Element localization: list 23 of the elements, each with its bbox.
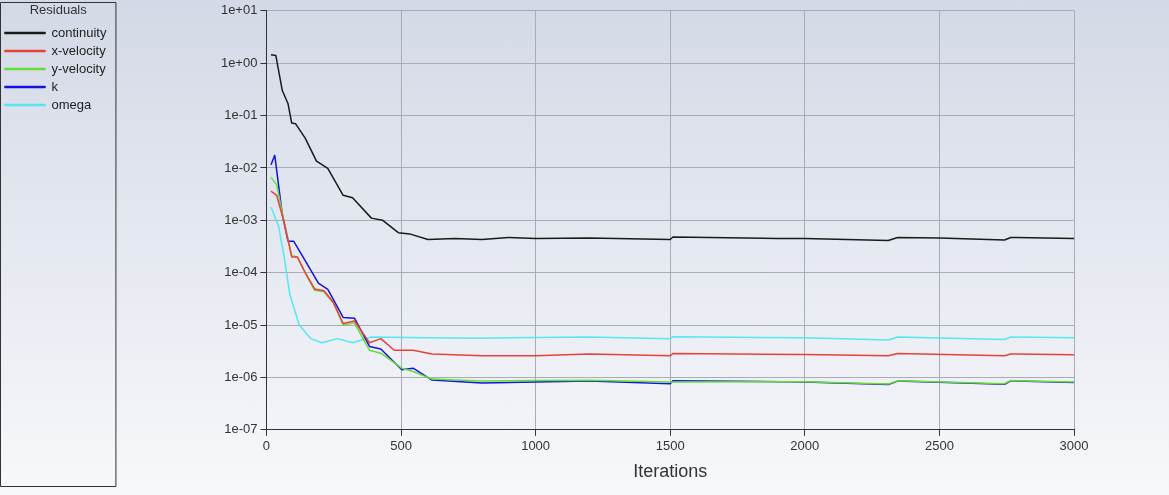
- legend-label: y-velocity: [51, 60, 107, 76]
- y-tick-label: 1e-03: [224, 211, 258, 227]
- legend-label: k: [51, 78, 59, 94]
- x-axis-title: Iterations: [633, 461, 708, 482]
- legend-label: continuity: [51, 24, 107, 40]
- y-tick-label: 1e+01: [220, 2, 258, 18]
- y-tick-label: 1e-07: [224, 421, 258, 437]
- y-tick-label: 1e-06: [224, 369, 258, 384]
- x-tick-label: 2000: [790, 438, 820, 454]
- x-tick-label: 2500: [924, 438, 954, 454]
- y-tick-label: 1e-01: [224, 107, 258, 123]
- y-tick-label: 1e+00: [220, 54, 258, 70]
- legend-label: omega: [51, 96, 93, 112]
- x-tick-label: 500: [390, 438, 412, 454]
- x-tick-label: 1500: [655, 438, 685, 454]
- x-tick-label: 0: [262, 438, 271, 454]
- y-tick-label: 1e-04: [224, 264, 258, 280]
- y-tick-label: 1e-02: [224, 159, 258, 175]
- legend-title: Residuals: [29, 2, 88, 18]
- x-tick-label: 1000: [521, 438, 551, 454]
- x-tick-label: 3000: [1059, 438, 1089, 454]
- legend-label: x-velocity: [51, 42, 107, 58]
- y-tick-label: 1e-05: [224, 316, 258, 332]
